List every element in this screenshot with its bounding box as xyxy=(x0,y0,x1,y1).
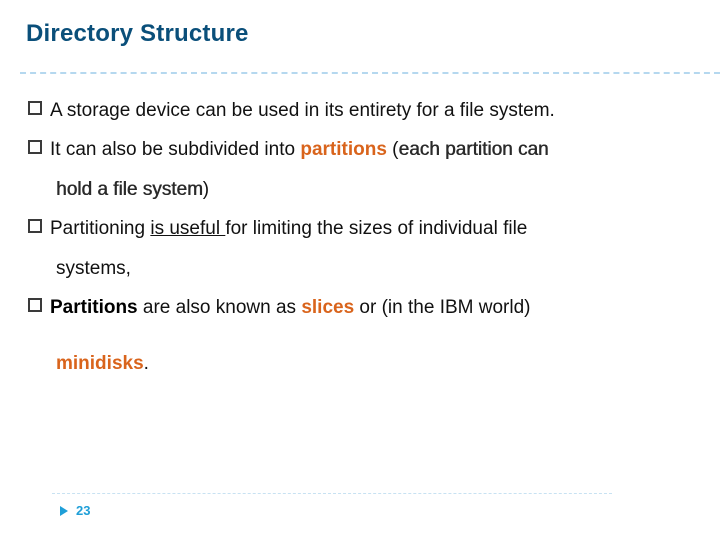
bullet-4-continuation: minidisks. xyxy=(56,349,692,378)
bullet-marker-icon xyxy=(28,140,42,154)
run: Partitioning xyxy=(50,218,150,239)
run: for limiting the sizes of individual fil… xyxy=(225,218,527,239)
bullet-2-continuation: hold a file system) xyxy=(56,175,692,204)
divider-top xyxy=(20,72,720,74)
slide: Directory Structure A storage device can… xyxy=(0,0,720,540)
run: ) xyxy=(203,179,209,200)
bullet-2-text: It can also be subdivided into partition… xyxy=(50,135,692,164)
run-useful: is useful xyxy=(150,218,225,239)
run: A storage device can be used in its enti… xyxy=(50,100,555,121)
run: ( xyxy=(387,139,399,160)
bullet-2: It can also be subdivided into partition… xyxy=(28,135,692,164)
bullet-3-text: Partitioning is useful for limiting the … xyxy=(50,214,692,243)
run: each partition can xyxy=(399,139,549,160)
bullet-3-continuation: systems, xyxy=(56,254,692,283)
run-partitions-bold: Partitions xyxy=(50,297,138,318)
arrow-right-icon xyxy=(60,506,68,516)
bullet-marker-icon xyxy=(28,298,42,312)
run-minidisks: minidisks xyxy=(56,353,144,374)
page-number: 23 xyxy=(76,503,90,518)
run: systems, xyxy=(56,258,131,279)
bullet-4-text: Partitions are also known as slices or (… xyxy=(50,293,692,322)
run: . xyxy=(144,353,149,374)
content-area: A storage device can be used in its enti… xyxy=(28,96,692,388)
run: hold a file system xyxy=(56,179,203,200)
run: or (in the IBM world) xyxy=(354,297,530,318)
bullet-4: Partitions are also known as slices or (… xyxy=(28,293,692,322)
bullet-marker-icon xyxy=(28,101,42,115)
bullet-1-text: A storage device can be used in its enti… xyxy=(50,96,692,125)
run: It can also be subdivided into xyxy=(50,139,300,160)
divider-bottom xyxy=(52,493,612,494)
footer: 23 xyxy=(60,503,90,518)
run-slices: slices xyxy=(301,297,354,318)
run-partitions: partitions xyxy=(300,139,387,160)
bullet-marker-icon xyxy=(28,219,42,233)
bullet-3: Partitioning is useful for limiting the … xyxy=(28,214,692,243)
bullet-1: A storage device can be used in its enti… xyxy=(28,96,692,125)
slide-title: Directory Structure xyxy=(26,20,249,48)
run: are also known as xyxy=(138,297,302,318)
